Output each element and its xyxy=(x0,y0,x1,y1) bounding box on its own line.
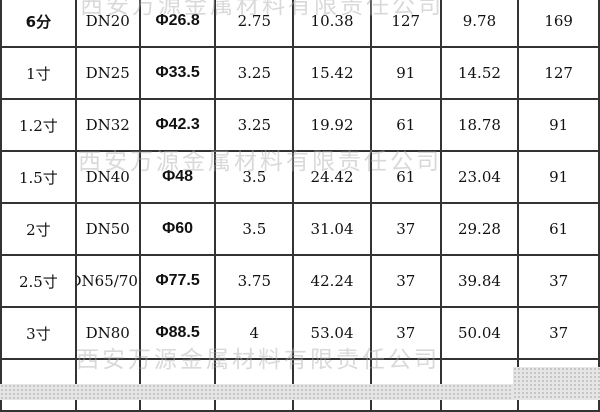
table-cell: 3.25 xyxy=(214,98,295,152)
table-cell: 2.5寸 xyxy=(0,254,77,308)
table-row: 1.2寸 DN32 Φ42.3 3.25 19.92 61 18.78 91 xyxy=(0,98,600,152)
table-cell: 3寸 xyxy=(0,306,77,360)
table-cell: 4 xyxy=(214,306,295,360)
table-cell: 3.75 xyxy=(214,254,295,308)
table-cell: 127 xyxy=(517,46,600,100)
table-cell: DN40 xyxy=(74,150,141,204)
table-cell: 91 xyxy=(517,150,600,204)
background-pattern-corner xyxy=(513,367,600,400)
table-cell: 14.52 xyxy=(439,46,520,100)
table-cell: 37 xyxy=(369,202,442,256)
table-cell: 169 xyxy=(517,0,600,48)
table-cell: 3.5 xyxy=(214,202,295,256)
table-row: 1.5寸 DN40 Φ48 3.5 24.42 61 23.04 91 xyxy=(0,150,600,204)
table-row: 6分 DN20 Φ26.8 2.75 10.38 127 9.78 169 xyxy=(0,0,600,48)
background-pattern xyxy=(0,384,600,400)
table-cell: 42.24 xyxy=(292,254,372,308)
table-cell: 19.92 xyxy=(292,98,372,152)
table-cell: 50.04 xyxy=(439,306,520,360)
table-cell: 3.25 xyxy=(214,46,295,100)
table-cell: Φ33.5 xyxy=(138,46,217,100)
table-row: 2寸 DN50 Φ60 3.5 31.04 37 29.28 61 xyxy=(0,202,600,256)
table-cell: 9.78 xyxy=(439,0,520,48)
table-cell: 127 xyxy=(369,0,442,48)
table-cell: 29.28 xyxy=(439,202,520,256)
table-cell: Φ60 xyxy=(138,202,217,256)
table-cell: 15.42 xyxy=(292,46,372,100)
table-cell: 6分 xyxy=(0,0,77,48)
table-cell: Φ42.3 xyxy=(138,98,217,152)
table-cell: 91 xyxy=(517,98,600,152)
table-cell: Φ26.8 xyxy=(138,0,217,48)
table-cell: 3.5 xyxy=(214,150,295,204)
table-cell: DN25 xyxy=(74,46,141,100)
table-cell: 91 xyxy=(369,46,442,100)
table-cell: 53.04 xyxy=(292,306,372,360)
table-cell: 31.04 xyxy=(292,202,372,256)
table-cell: 39.84 xyxy=(439,254,520,308)
table-row: 1寸 DN25 Φ33.5 3.25 15.42 91 14.52 127 xyxy=(0,46,600,100)
table-cell: 61 xyxy=(369,150,442,204)
table-cell: Φ48 xyxy=(138,150,217,204)
table-row: 2.5寸 DN65/70 Φ77.5 3.75 42.24 37 39.84 37 xyxy=(0,254,600,308)
table-cell: 37 xyxy=(369,306,442,360)
table-cell: 37 xyxy=(517,254,600,308)
table-cell: 61 xyxy=(369,98,442,152)
table-cell: 61 xyxy=(517,202,600,256)
table-cell: DN50 xyxy=(74,202,141,256)
table-cell: DN20 xyxy=(74,0,141,48)
table-cell: DN32 xyxy=(74,98,141,152)
table-cell: 1.5寸 xyxy=(0,150,77,204)
table-row: 3寸 DN80 Φ88.5 4 53.04 37 50.04 37 xyxy=(0,306,600,360)
table-cell: 23.04 xyxy=(439,150,520,204)
table-cell: 24.42 xyxy=(292,150,372,204)
table-cell: DN65/70 xyxy=(74,254,141,308)
table-cell: 10.38 xyxy=(292,0,372,48)
table-cell: 1.2寸 xyxy=(0,98,77,152)
table-cell: 2.75 xyxy=(214,0,295,48)
table-cell: Φ77.5 xyxy=(138,254,217,308)
table-cell: DN80 xyxy=(74,306,141,360)
table-cell: 37 xyxy=(369,254,442,308)
table-cell: 2寸 xyxy=(0,202,77,256)
table-cell: 37 xyxy=(517,306,600,360)
table-cell: 1寸 xyxy=(0,46,77,100)
table-cell: Φ88.5 xyxy=(138,306,217,360)
table-cell: 18.78 xyxy=(439,98,520,152)
